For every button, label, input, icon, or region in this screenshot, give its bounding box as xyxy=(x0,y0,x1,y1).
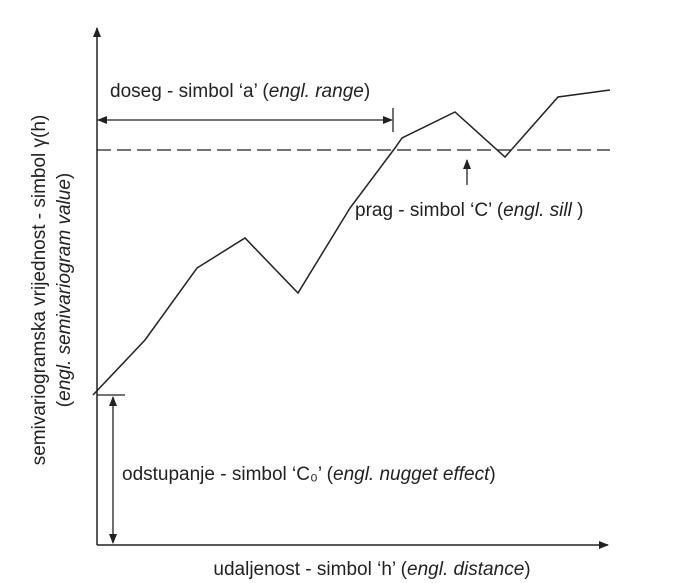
label-part: ( xyxy=(54,400,75,407)
label-part: prag - simbol ‘C’ ( xyxy=(355,200,504,221)
range-label: doseg - simbol ‘a’ (engl. range) xyxy=(110,81,370,102)
label-part: engl. distance xyxy=(407,559,524,580)
y-axis-label: semivariogramska vrijednost - simbol γ(h… xyxy=(29,115,50,466)
label-part: ) xyxy=(364,81,370,102)
label-part: ) xyxy=(524,559,530,580)
x-axis-label: udaljenost - simbol ‘h’ (engl. distance) xyxy=(213,559,530,580)
label-part: engl. sill xyxy=(503,200,572,221)
label-part: engl. range xyxy=(269,81,364,102)
label-part: udaljenost - simbol ‘h’ ( xyxy=(213,559,407,580)
label-part: ) xyxy=(54,173,75,179)
nugget-label: odstupanje - simbol ‘C₀’ (engl. nugget e… xyxy=(122,464,496,485)
label-part: ) xyxy=(489,464,495,485)
sill-label: prag - simbol ‘C’ (engl. sill ) xyxy=(355,200,583,221)
label-part: engl. nugget effect xyxy=(333,464,490,485)
label-part: engl. semivariogram value xyxy=(54,179,75,401)
label-part: ) xyxy=(572,200,584,221)
semivariogram-curve xyxy=(92,89,611,396)
label-part: doseg - simbol ‘a’ ( xyxy=(110,81,269,102)
y-axis-label-engl: (engl. semivariogram value) xyxy=(54,173,75,407)
label-part: odstupanje - simbol ‘C₀’ ( xyxy=(122,464,334,485)
